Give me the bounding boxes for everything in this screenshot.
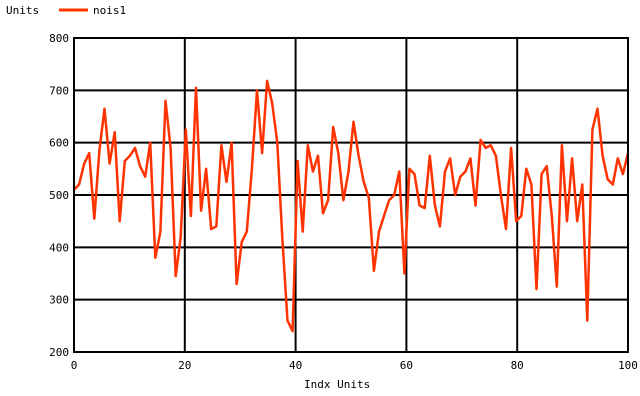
y-tick-label: 200 bbox=[49, 346, 69, 359]
x-tick-label: 80 bbox=[511, 359, 524, 372]
y-tick-label: 600 bbox=[49, 137, 69, 150]
y-tick-label: 500 bbox=[49, 189, 69, 202]
x-tick-labels: 0 20 40 60 80 100 bbox=[71, 359, 638, 372]
y-tick-label: 400 bbox=[49, 241, 69, 254]
y-tick-label: 700 bbox=[49, 84, 69, 97]
x-tick-label: 0 bbox=[71, 359, 78, 372]
plot-frame bbox=[73, 37, 629, 353]
grid-lines bbox=[73, 37, 629, 353]
x-tick-label: 100 bbox=[618, 359, 638, 372]
x-tick-label: 20 bbox=[178, 359, 191, 372]
y-tick-label: 300 bbox=[49, 294, 69, 307]
y-tick-label: 800 bbox=[49, 32, 69, 45]
x-tick-label: 60 bbox=[400, 359, 413, 372]
units-label: Units bbox=[6, 4, 39, 17]
x-tick-label: 40 bbox=[289, 359, 302, 372]
series-line-nois1 bbox=[73, 79, 630, 333]
legend-label: nois1 bbox=[93, 4, 126, 17]
x-axis-label: Indx Units bbox=[304, 378, 370, 391]
y-tick-labels: 200 300 400 500 600 700 800 bbox=[49, 32, 69, 359]
